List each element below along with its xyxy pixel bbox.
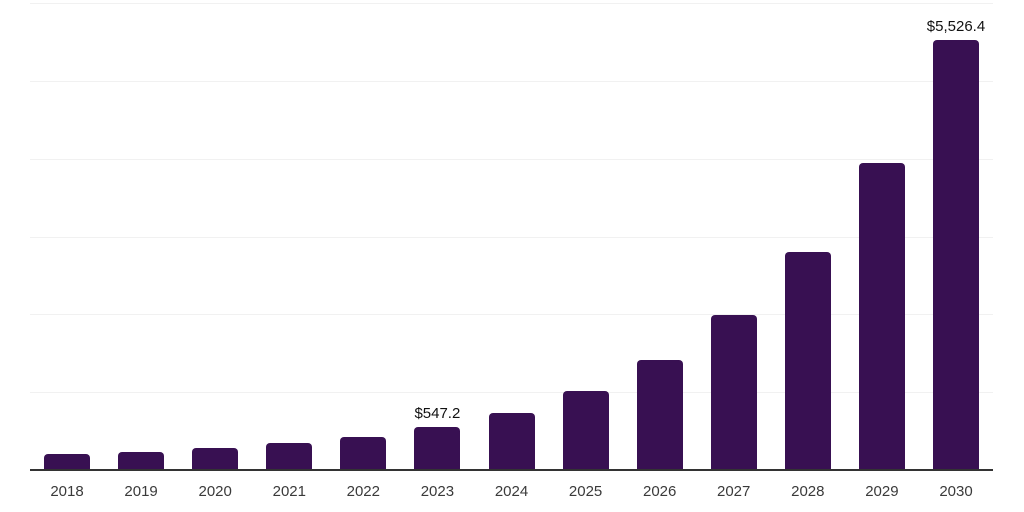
x-tick-2022: 2022	[346, 483, 380, 500]
gridline-3000	[30, 236, 993, 238]
bar-2023[interactable]	[414, 427, 461, 470]
x-tick-2028: 2028	[791, 483, 825, 500]
gridline-4000	[30, 158, 993, 160]
bar-2025[interactable]	[562, 391, 609, 470]
bar-2021[interactable]	[266, 442, 313, 470]
bar-2030[interactable]	[933, 39, 979, 470]
bar-2024[interactable]	[488, 413, 535, 470]
x-tick-2024: 2024	[494, 483, 529, 500]
x-tick-2029: 2029	[865, 483, 899, 500]
bar-2027[interactable]	[710, 315, 757, 470]
x-tick-2026: 2026	[643, 483, 677, 500]
x-tick-2025: 2025	[568, 483, 603, 500]
x-tick-2023: 2023	[420, 483, 455, 500]
x-tick-2021: 2021	[272, 483, 306, 500]
x-tick-2030: 2030	[939, 483, 973, 500]
bar-2022[interactable]	[340, 436, 387, 470]
bar-2026[interactable]	[636, 359, 683, 470]
gridline-5000	[30, 80, 993, 82]
gridline-2000	[30, 314, 993, 316]
x-tick-2018: 2018	[50, 483, 84, 500]
bar-2019[interactable]	[118, 451, 165, 470]
gridline-6000	[30, 3, 993, 4]
x-tick-2020: 2020	[198, 483, 232, 500]
bar-2020[interactable]	[192, 448, 239, 470]
value-label-2030: $5,526.4	[926, 17, 986, 35]
x-axis-line	[30, 469, 993, 471]
x-tick-2019: 2019	[124, 483, 158, 500]
bar-2029[interactable]	[858, 162, 905, 470]
x-tick-2027: 2027	[717, 483, 751, 500]
gridline-1000	[30, 392, 993, 394]
bar-2028[interactable]	[784, 251, 831, 470]
bar-2018[interactable]	[44, 453, 90, 470]
value-label-2023: $547.2	[414, 405, 461, 423]
